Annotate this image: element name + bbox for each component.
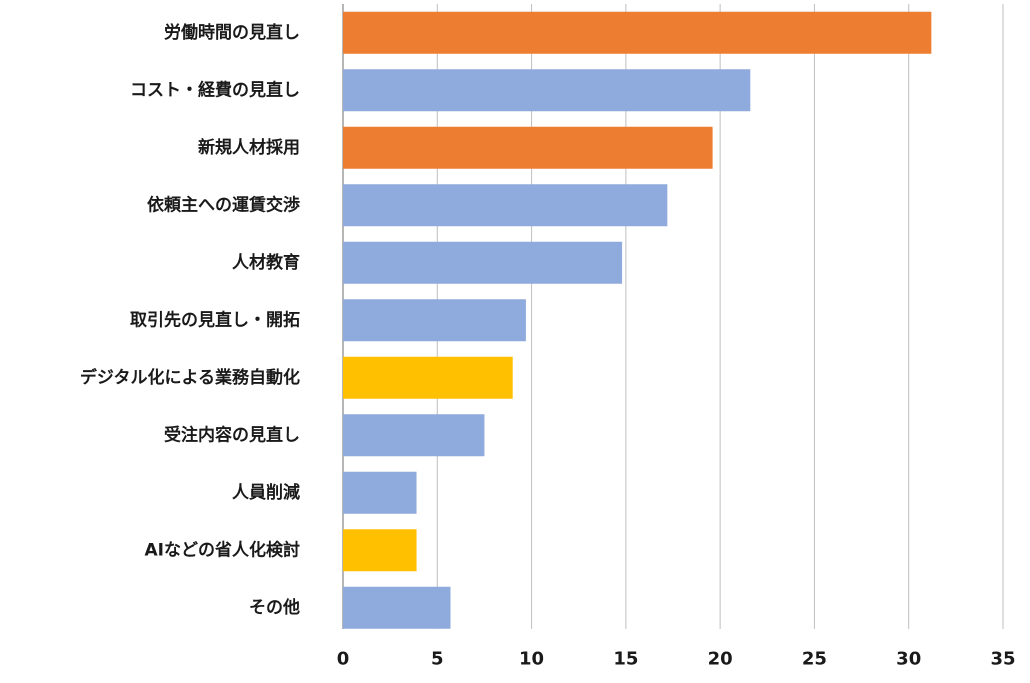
x-tick-label: 25 — [802, 649, 827, 670]
category-label: 受注内容の見直し — [164, 424, 300, 445]
x-tick-labels: 0 5 10 15 20 25 30 35 — [337, 649, 1016, 670]
bar — [343, 11, 932, 54]
x-tick-label: 20 — [708, 649, 733, 670]
bars — [343, 11, 932, 629]
bar — [343, 356, 513, 399]
bar — [343, 184, 668, 227]
category-label: 人材教育 — [232, 252, 300, 273]
bar — [343, 471, 417, 514]
x-tick-label: 15 — [613, 649, 638, 670]
x-tick-label: 10 — [519, 649, 544, 670]
category-label: デジタル化による業務自動化 — [80, 367, 300, 388]
bar — [343, 126, 713, 169]
bar — [343, 529, 417, 572]
category-label: 取引先の見直し・開拓 — [130, 309, 300, 330]
x-tick-label: 30 — [896, 649, 921, 670]
category-label: コスト・経費の見直し — [130, 79, 300, 100]
bar — [343, 299, 526, 342]
category-label: その他 — [249, 597, 300, 618]
category-label: 人員削減 — [232, 482, 300, 503]
x-tick-label: 35 — [990, 649, 1015, 670]
category-label: 依頼主への運賃交渉 — [147, 194, 300, 215]
category-label: 労働時間の見直し — [164, 22, 300, 43]
x-tick-label: 0 — [337, 649, 350, 670]
category-label: 新規人材採用 — [198, 137, 300, 158]
bar — [343, 414, 485, 457]
bar — [343, 586, 451, 629]
bar — [343, 69, 751, 112]
bar — [343, 241, 623, 284]
category-label: AIなどの省人化検討 — [145, 539, 300, 560]
x-tick-label: 5 — [431, 649, 444, 670]
category-labels: 労働時間の見直しコスト・経費の見直し新規人材採用依頼主への運賃交渉人材教育取引先… — [80, 22, 300, 618]
